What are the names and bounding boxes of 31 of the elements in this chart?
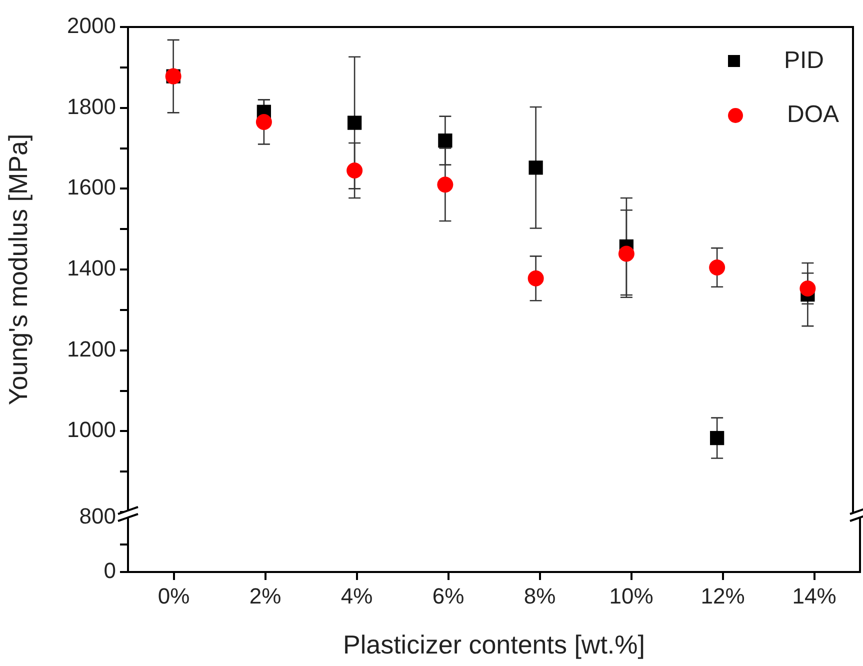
x-tick-label: 8%: [524, 583, 556, 608]
x-axis-title: Plasticizer contents [wt.%]: [343, 630, 645, 660]
point: [800, 280, 816, 296]
y-tick-label: 1800: [67, 94, 116, 119]
x-tick-label: 4%: [340, 583, 373, 608]
point: [438, 134, 452, 148]
y-tick-label: 1200: [67, 336, 116, 362]
point: [618, 246, 634, 262]
y-tick-label: 2000: [67, 13, 116, 38]
point: [528, 160, 543, 175]
legend-label: PID: [784, 47, 824, 75]
point: [710, 430, 724, 446]
legend-label: DOA: [786, 101, 839, 129]
y-tick-label: 1400: [67, 256, 116, 281]
point: [346, 162, 363, 178]
x-tick-label: 10%: [609, 583, 654, 608]
x-tick-label: 14%: [792, 583, 836, 608]
point: [709, 259, 726, 276]
x-tick-label: 2%: [249, 583, 282, 608]
y-tick-label: 0: [104, 558, 116, 584]
point: [528, 270, 544, 286]
point: [347, 116, 362, 130]
y-tick-label: 1000: [67, 417, 116, 442]
y-tick-label: 1600: [67, 174, 116, 200]
point: [437, 176, 454, 193]
x-tick-label: 12%: [700, 583, 745, 608]
y-axis-title: Young's modulus [MPa]: [2, 134, 33, 406]
x-tick-label: 0%: [158, 583, 190, 608]
point: [256, 114, 272, 130]
x-tick-label: 6%: [432, 583, 464, 608]
y-tick-label: 800: [79, 503, 116, 528]
